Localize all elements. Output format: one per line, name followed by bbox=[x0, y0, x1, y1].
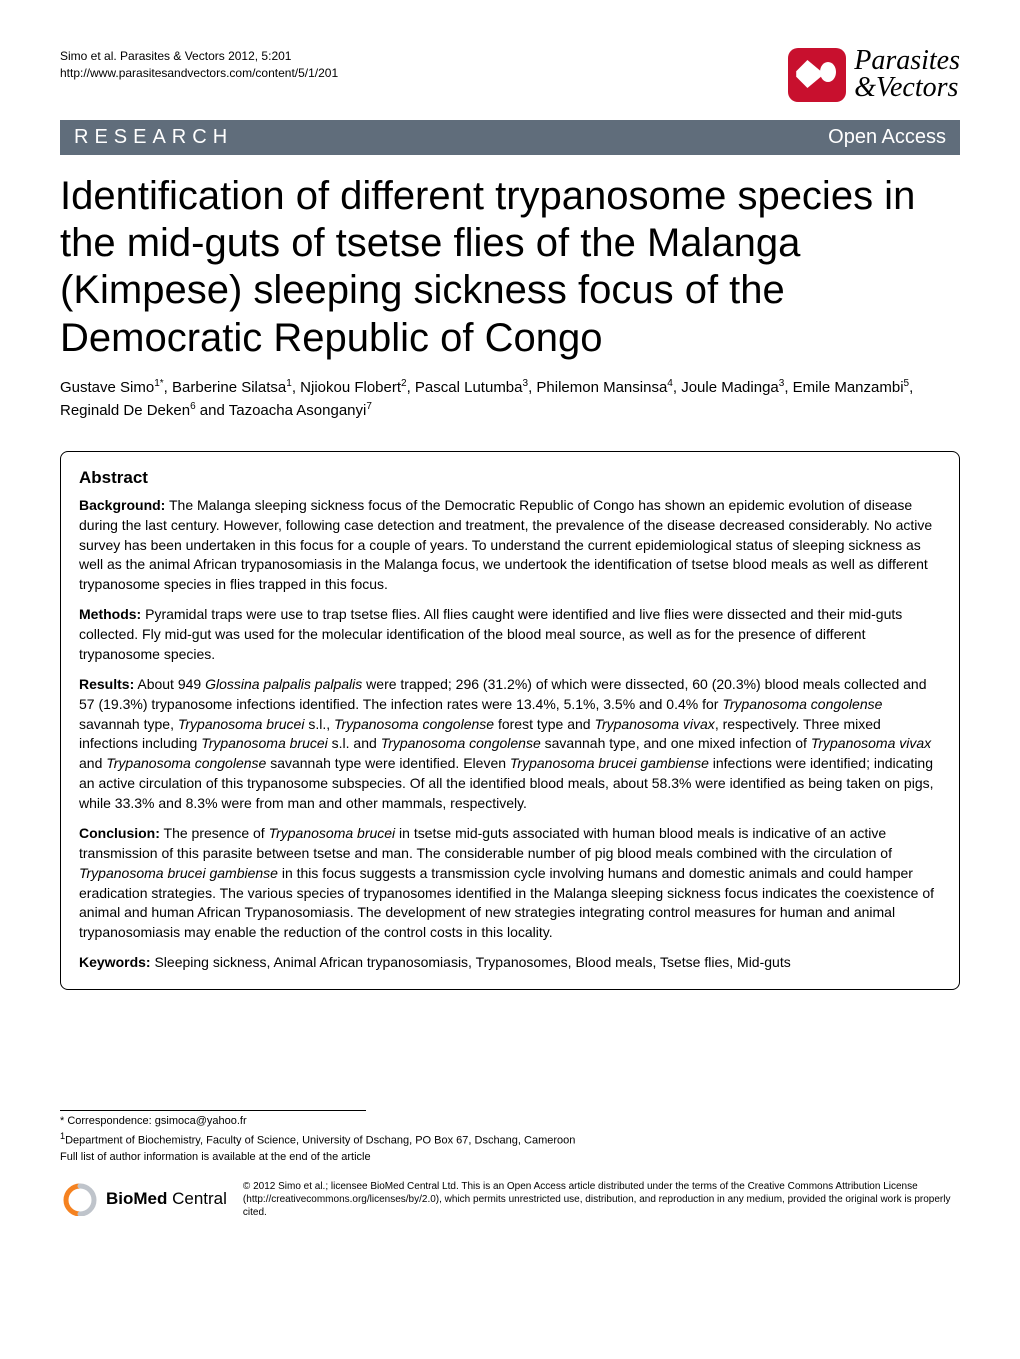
affiliation: 1Department of Biochemistry, Faculty of … bbox=[60, 1130, 960, 1149]
abstract-keywords: Keywords: Sleeping sickness, Animal Afri… bbox=[79, 953, 941, 973]
journal-name: Parasites &Vectors bbox=[854, 48, 960, 101]
results-label: Results: bbox=[79, 676, 134, 692]
journal-logo: Parasites &Vectors bbox=[788, 48, 960, 102]
header-row: Simo et al. Parasites & Vectors 2012, 5:… bbox=[60, 48, 960, 102]
correspondence: * Correspondence: gsimoca@yahoo.fr bbox=[60, 1114, 960, 1129]
background-label: Background: bbox=[79, 497, 165, 513]
open-access-label: Open Access bbox=[828, 126, 946, 149]
abstract-conclusion: Conclusion: The presence of Trypanosoma … bbox=[79, 824, 941, 943]
biomed-central-icon bbox=[60, 1182, 100, 1216]
section-label: RESEARCH bbox=[74, 126, 233, 149]
license-text: © 2012 Simo et al.; licensee BioMed Cent… bbox=[243, 1180, 960, 1219]
section-banner: RESEARCH Open Access bbox=[60, 120, 960, 155]
conclusion-label: Conclusion: bbox=[79, 825, 160, 841]
journal-name-line2: &Vectors bbox=[854, 75, 960, 102]
biomed-central-logo: BioMed Central bbox=[60, 1182, 227, 1216]
full-author-list-note: Full list of author information is avail… bbox=[60, 1150, 960, 1165]
conclusion-text: The presence of Trypanosoma brucei in ts… bbox=[79, 825, 934, 940]
journal-logo-icon bbox=[788, 48, 846, 102]
article-title: Identification of different trypanosome … bbox=[60, 173, 960, 362]
abstract-results: Results: About 949 Glossina palpalis pal… bbox=[79, 675, 941, 814]
background-text: The Malanga sleeping sickness focus of t… bbox=[79, 497, 932, 593]
bmc-bold: BioMed bbox=[106, 1189, 167, 1208]
keywords-text: Sleeping sickness, Animal African trypan… bbox=[151, 954, 791, 970]
citation: Simo et al. Parasites & Vectors 2012, 5:… bbox=[60, 48, 338, 82]
abstract-methods: Methods: Pyramidal traps were use to tra… bbox=[79, 605, 941, 665]
journal-name-line1: Parasites bbox=[854, 48, 960, 75]
authors: Gustave Simo1*, Barberine Silatsa1, Njio… bbox=[60, 376, 960, 423]
keywords-label: Keywords: bbox=[79, 954, 151, 970]
citation-url: http://www.parasitesandvectors.com/conte… bbox=[60, 65, 338, 82]
abstract-heading: Abstract bbox=[79, 468, 941, 488]
methods-label: Methods: bbox=[79, 606, 141, 622]
methods-text: Pyramidal traps were use to trap tsetse … bbox=[79, 606, 902, 662]
footer-divider bbox=[60, 1110, 366, 1111]
footer: * Correspondence: gsimoca@yahoo.fr 1Depa… bbox=[60, 1110, 960, 1219]
bottom-row: BioMed Central © 2012 Simo et al.; licen… bbox=[60, 1180, 960, 1219]
abstract-box: Abstract Background: The Malanga sleepin… bbox=[60, 451, 960, 990]
citation-line1: Simo et al. Parasites & Vectors 2012, 5:… bbox=[60, 48, 338, 65]
biomed-central-text: BioMed Central bbox=[106, 1187, 227, 1211]
bmc-rest: Central bbox=[167, 1189, 227, 1208]
results-text: About 949 Glossina palpalis palpalis wer… bbox=[79, 676, 934, 811]
abstract-background: Background: The Malanga sleeping sicknes… bbox=[79, 496, 941, 595]
